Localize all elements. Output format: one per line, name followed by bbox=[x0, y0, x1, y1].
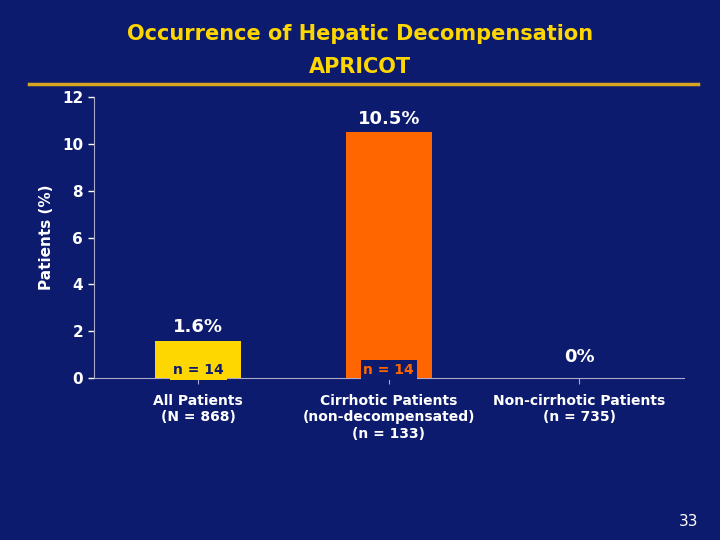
Y-axis label: Patients (%): Patients (%) bbox=[39, 185, 53, 291]
Text: 1.6%: 1.6% bbox=[174, 318, 223, 336]
Text: 10.5%: 10.5% bbox=[358, 110, 420, 127]
Text: n = 14: n = 14 bbox=[173, 363, 224, 377]
Text: 33: 33 bbox=[679, 514, 698, 529]
Text: APRICOT: APRICOT bbox=[309, 57, 411, 77]
Text: Non-cirrhotic Patients
(n = 735): Non-cirrhotic Patients (n = 735) bbox=[493, 394, 665, 424]
Text: 0%: 0% bbox=[564, 348, 595, 366]
Text: Occurrence of Hepatic Decompensation: Occurrence of Hepatic Decompensation bbox=[127, 24, 593, 44]
Bar bbox=[156, 341, 241, 378]
Text: Cirrhotic Patients
(non-decompensated)
(n = 133): Cirrhotic Patients (non-decompensated) (… bbox=[302, 394, 475, 441]
Text: n = 14: n = 14 bbox=[364, 363, 414, 377]
Text: All Patients
(N = 868): All Patients (N = 868) bbox=[153, 394, 243, 424]
Bar bbox=[346, 132, 432, 378]
